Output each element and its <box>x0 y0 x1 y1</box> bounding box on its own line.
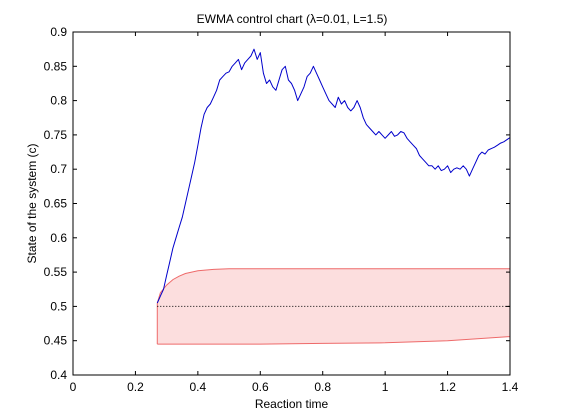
x-tick-label: 0.2 <box>127 380 144 394</box>
y-tick-label: 0.8 <box>50 94 67 108</box>
x-axis-label: Reaction time <box>255 397 329 411</box>
ewma-series-line-0 <box>157 49 510 303</box>
y-tick-label: 0.65 <box>44 197 68 211</box>
y-tick-label: 0.85 <box>44 59 68 73</box>
y-tick-label: 0.45 <box>44 334 68 348</box>
y-tick-label: 0.9 <box>50 25 67 39</box>
y-tick-label: 0.7 <box>50 162 67 176</box>
control-band-fill <box>157 269 510 344</box>
x-tick-label: 0.4 <box>190 380 207 394</box>
x-tick-label: 0 <box>70 380 77 394</box>
x-tick-label: 1 <box>382 380 389 394</box>
x-tick-label: 0.8 <box>314 380 331 394</box>
y-axis-label: State of the system (c) <box>25 143 39 263</box>
y-tick-label: 0.6 <box>50 231 67 245</box>
y-tick-label: 0.55 <box>44 265 68 279</box>
x-tick-label: 1.2 <box>439 380 456 394</box>
control-limit-band-layer <box>157 269 510 344</box>
y-tick-label: 0.4 <box>50 368 67 382</box>
x-tick-label: 0.6 <box>252 380 269 394</box>
chart-title: EWMA control chart (λ=0.01, L=1.5) <box>197 12 388 26</box>
y-tick-label: 0.5 <box>50 299 67 313</box>
y-tick-label: 0.75 <box>44 128 68 142</box>
x-tick-label: 1.4 <box>502 380 519 394</box>
series-layer <box>157 49 510 303</box>
